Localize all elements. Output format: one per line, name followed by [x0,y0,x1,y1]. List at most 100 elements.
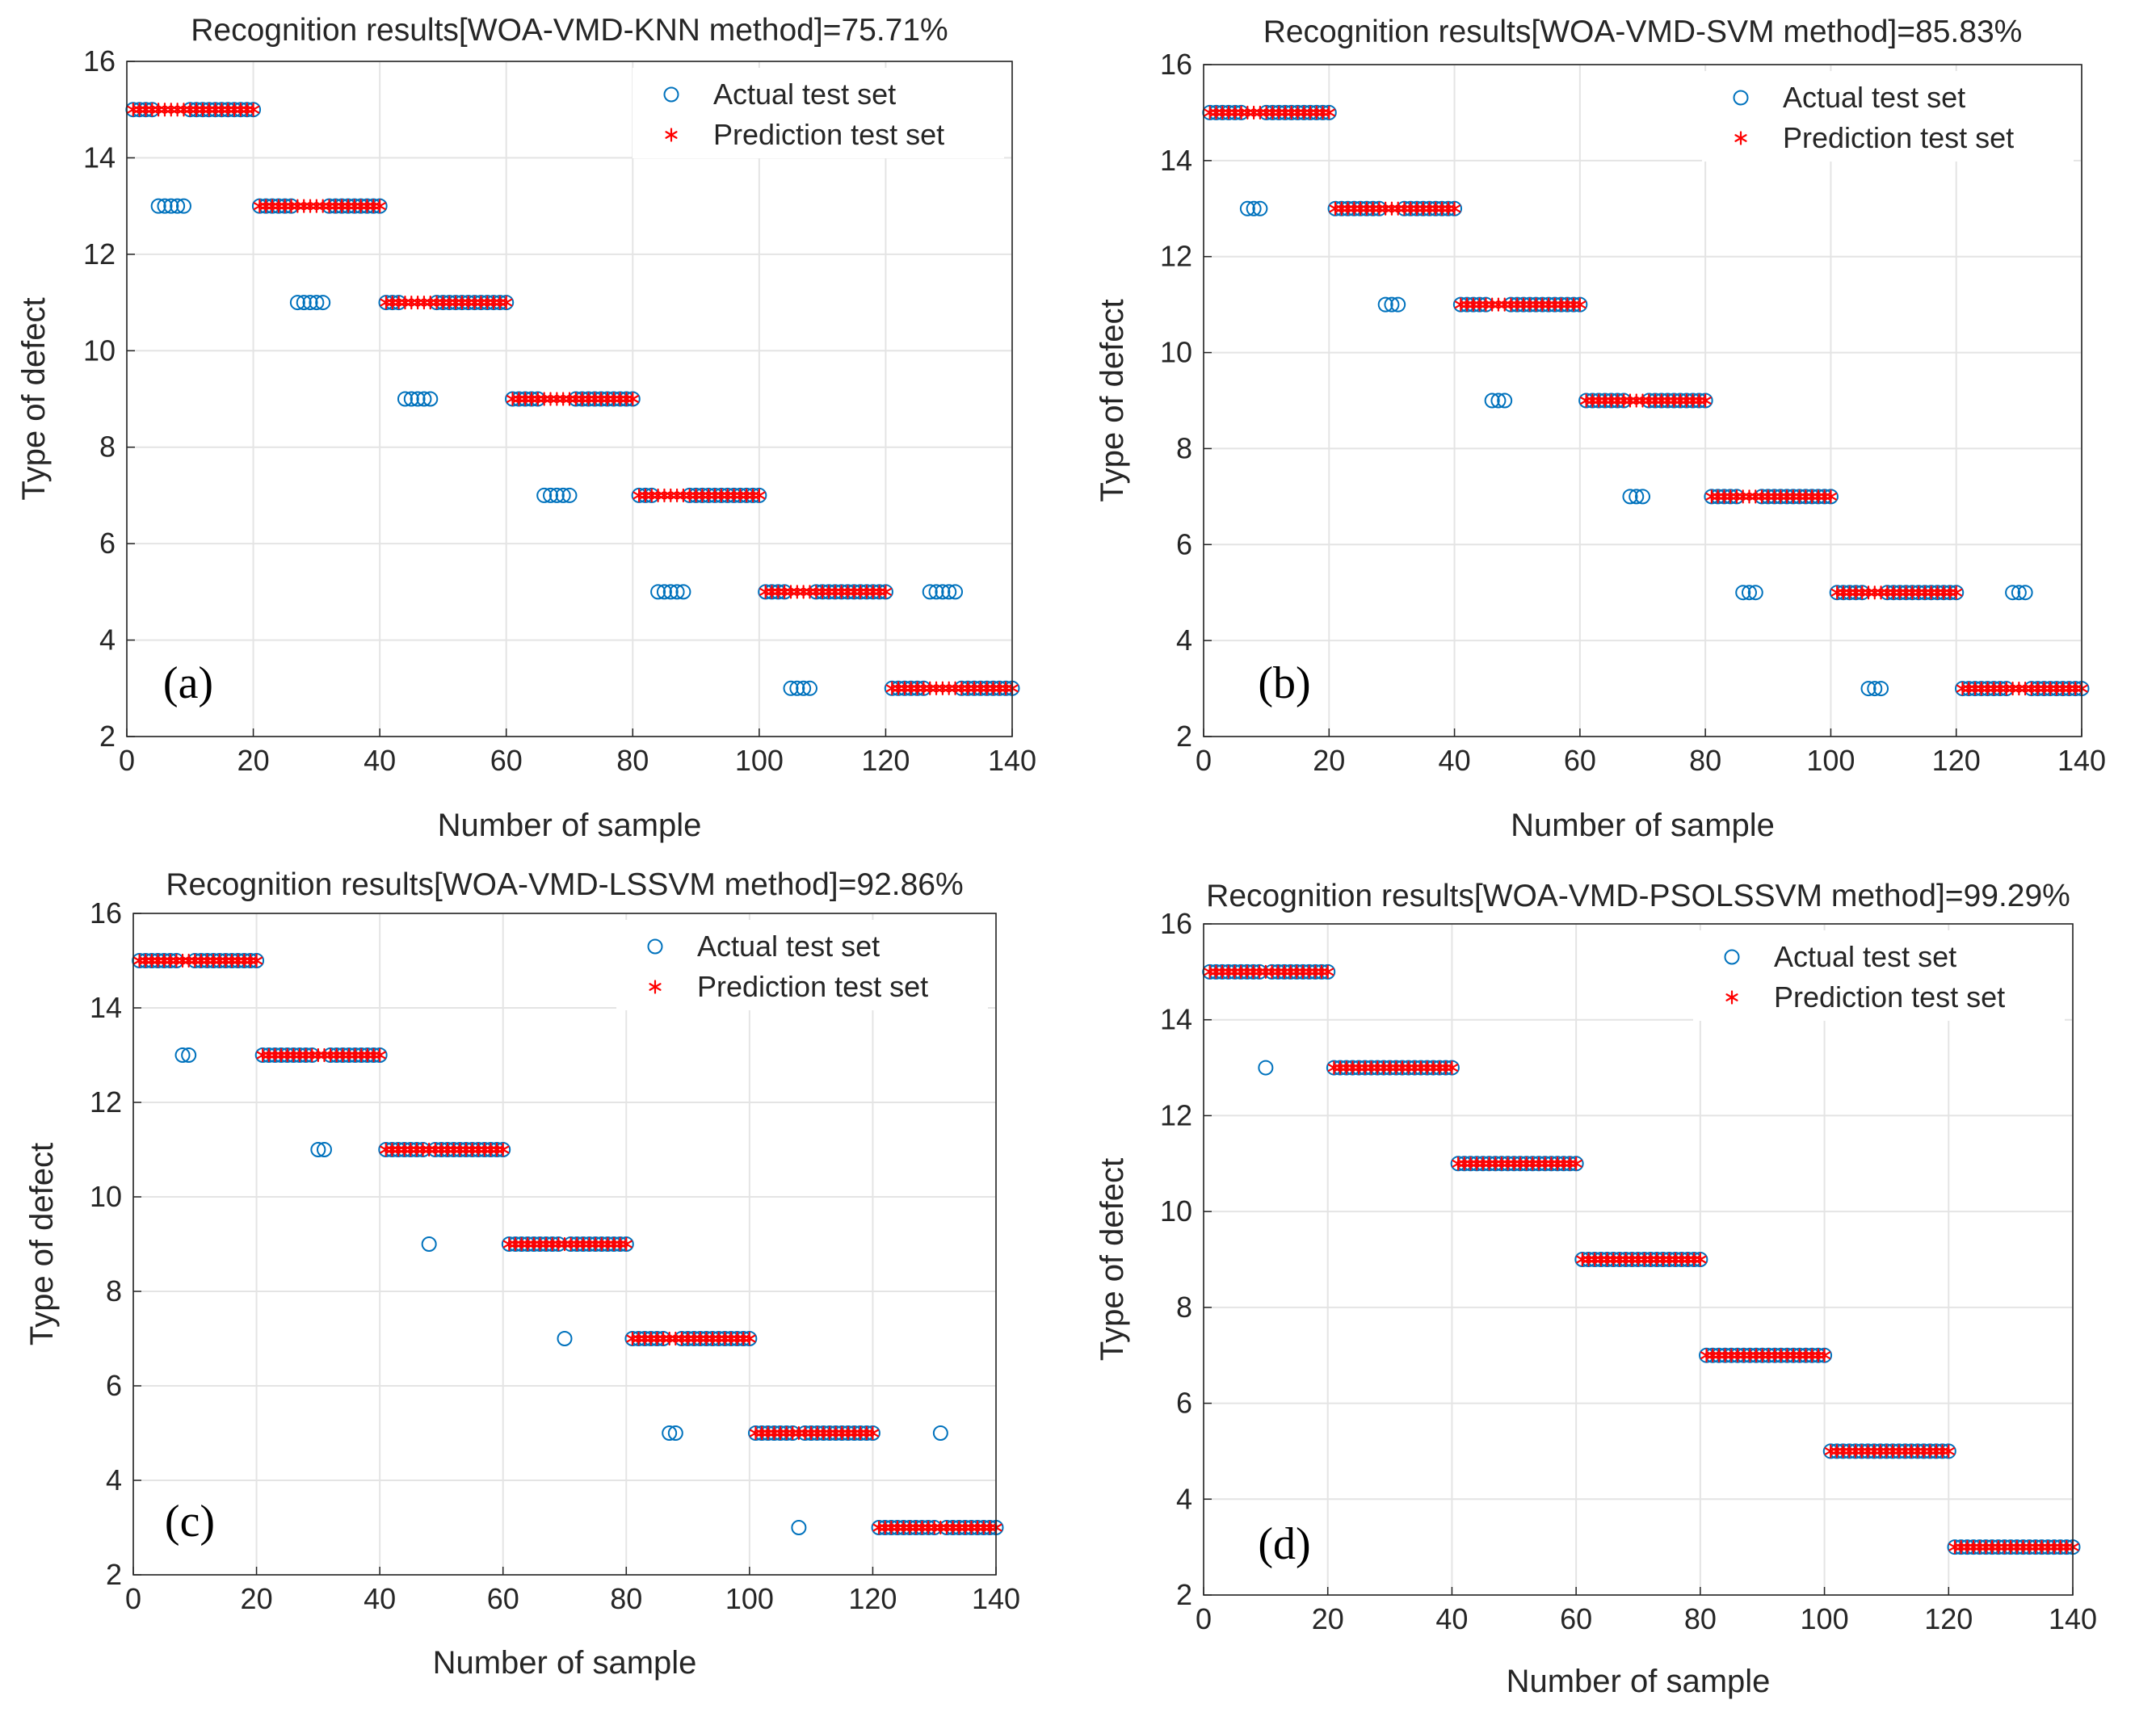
x-tick-label: 80 [610,1582,642,1615]
x-tick-label: 140 [972,1582,1020,1615]
y-tick-label: 8 [106,1274,122,1308]
x-tick-label: 120 [1924,1602,1973,1635]
x-tick-label: 80 [1689,744,1721,777]
x-tick-label: 100 [735,744,784,777]
y-tick-label: 2 [1176,1578,1192,1611]
y-tick-label: 16 [1160,48,1192,81]
data-point-actual [289,295,305,311]
data-point-actual [922,584,938,600]
x-tick-label: 0 [1196,1602,1212,1635]
y-tick-label: 10 [1160,1194,1192,1228]
data-point-actual [935,584,951,600]
data-point-actual [1629,489,1645,505]
chart-title: Recognition results[WOA-VMD-SVM method]=… [1263,15,2023,49]
legend: Actual test set Prediction test set [1693,930,2065,1021]
y-tick-label: 10 [90,1180,122,1213]
x-tick-label: 20 [241,1582,273,1615]
series-prediction-test-set [1204,105,2088,696]
y-tick-label: 14 [90,991,122,1024]
data-point-actual [796,680,812,696]
data-point-prediction [1322,105,1335,120]
axes-box [132,913,997,1576]
x-tick-label: 20 [1313,744,1345,777]
data-point-actual [941,584,957,600]
data-point-actual [1246,200,1262,216]
y-axis-label: Type of defect [16,297,52,500]
y-tick-label: 2 [106,1558,122,1591]
data-point-prediction [1445,1060,1459,1075]
data-point-actual [1635,489,1650,505]
x-axis-label: Number of sample [438,808,702,843]
x-tick-label: 60 [1560,1602,1592,1635]
data-point-prediction [497,1142,510,1157]
x-tick-label: 100 [1801,1602,1849,1635]
data-point-prediction [626,392,639,406]
x-tick-label: 40 [364,1582,396,1615]
y-tick-label: 4 [1176,623,1192,657]
legend-label-prediction: Prediction test set [1774,980,2005,1014]
data-point-actual [948,584,964,600]
legend-label-prediction: Prediction test set [697,970,928,1003]
legend-label-actual: Actual test set [713,78,896,111]
data-point-actual [2005,585,2021,601]
data-point-actual [416,391,432,407]
chart-panel-b: 0 20 40 60 80 100 120 140 2 4 6 8 10 12 14 16 Recognitio… [1095,15,2106,843]
y-tick-label: 10 [83,334,116,367]
data-point-actual [1873,681,1889,697]
panel-label: (d) [1258,1519,1310,1569]
data-point-prediction [246,103,260,117]
data-point-prediction [500,295,513,310]
x-tick-label: 140 [988,744,1036,777]
data-point-prediction [1322,964,1334,979]
chart-title: Recognition results[WOA-VMD-KNN method]=… [191,13,948,48]
data-point-actual [316,1142,332,1157]
data-point-actual [1735,585,1751,601]
data-point-actual [662,584,679,600]
data-point-actual [543,487,559,503]
data-point-actual [1484,392,1500,409]
legend-marker-actual [1733,90,1749,106]
data-point-actual [650,584,666,600]
data-point-actual [1867,681,1883,697]
x-tick-label: 0 [125,1582,141,1615]
data-point-actual [561,487,578,503]
x-axis-label: Number of sample [1511,808,1775,843]
y-tick-label: 2 [99,720,116,753]
data-point-actual [1377,296,1393,313]
data-point-actual [1390,296,1406,313]
data-point-actual [309,295,325,311]
x-tick-label: 60 [490,744,523,777]
y-tick-label: 4 [1176,1482,1192,1515]
y-tick-label: 6 [1176,1387,1192,1420]
axes-box [1203,923,2074,1596]
legend-label-actual: Actual test set [697,930,880,963]
legend-label-prediction: Prediction test set [1783,121,2014,154]
x-tick-label: 0 [1196,744,1212,777]
y-tick-label: 14 [1160,1003,1192,1036]
legend: Actual test set Prediction test set [616,920,988,1010]
y-tick-label: 16 [90,896,122,930]
x-axis-label: Number of sample [1507,1664,1771,1699]
data-point-actual [536,487,553,503]
data-point-actual [397,391,413,407]
x-axis-label: Number of sample [433,1645,697,1681]
data-point-prediction [753,488,766,503]
data-point-prediction [1574,297,1587,312]
panel-label: (c) [165,1496,215,1547]
data-point-actual [667,1425,683,1441]
series-prediction-test-set [1204,964,2079,1555]
data-point-actual [421,1236,437,1252]
data-point-prediction [373,199,386,213]
data-point-prediction [879,585,893,599]
data-point-actual [1497,392,1513,409]
data-point-actual [157,198,173,214]
y-tick-label: 16 [1160,907,1192,940]
data-point-actual [150,198,166,214]
x-tick-label: 120 [848,1582,897,1615]
data-point-actual [315,295,331,311]
data-point-actual [170,198,186,214]
y-tick-label: 14 [83,141,116,174]
data-point-actual [1860,681,1877,697]
data-point-actual [669,584,685,600]
